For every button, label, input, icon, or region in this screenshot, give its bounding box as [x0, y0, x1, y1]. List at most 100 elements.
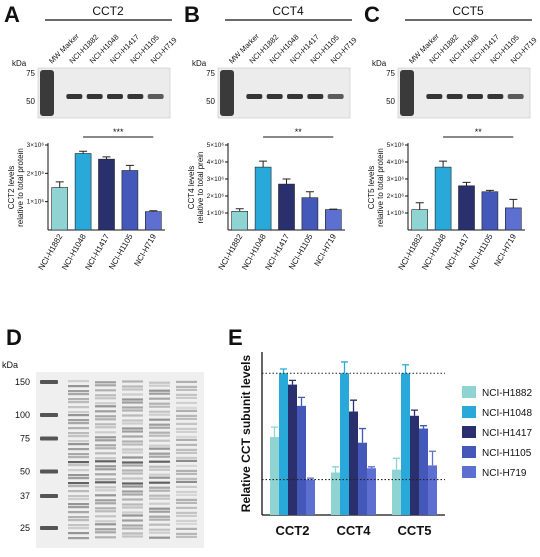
- gel-band: [95, 473, 116, 476]
- gel-band: [95, 536, 116, 539]
- y-tick-label: 1×10⁶: [387, 210, 405, 217]
- bar: [121, 170, 139, 231]
- error-bar: [235, 208, 244, 212]
- gel-band: [68, 532, 89, 535]
- gel-band: [95, 499, 116, 502]
- gel-band: [149, 397, 170, 400]
- panel-letter: D: [6, 325, 22, 350]
- gel-band: [122, 535, 143, 538]
- gel-band: [149, 489, 170, 492]
- error-bar: [429, 450, 436, 466]
- gel-band: [68, 464, 89, 467]
- gel-band: [122, 401, 143, 404]
- bar: [74, 153, 92, 231]
- legend-label: NCI-H1048: [482, 408, 532, 419]
- x-tick-label: NCI-H1105: [107, 232, 135, 271]
- ladder-band: [40, 526, 58, 530]
- bar: [411, 209, 429, 231]
- gel-band: [176, 464, 197, 467]
- gel-band: [95, 431, 116, 434]
- gel-band: [68, 519, 89, 522]
- blot-marker: 50: [206, 97, 215, 106]
- error-bar: [259, 160, 268, 168]
- error-bar: [125, 164, 134, 171]
- panel-letter: E: [228, 325, 243, 350]
- bar: [349, 411, 358, 515]
- gel-band: [149, 413, 170, 416]
- gel-band: [176, 527, 197, 530]
- y-tick-label: 3×10⁶: [27, 142, 45, 149]
- gel-band: [122, 498, 143, 501]
- gel-band: [95, 502, 116, 505]
- gel-band: [122, 456, 143, 459]
- panel-letter: A: [4, 2, 20, 27]
- gel-band: [149, 465, 170, 468]
- gel-band: [176, 380, 197, 383]
- legend-swatch: [462, 466, 476, 478]
- gel-marker: 25: [20, 523, 30, 533]
- gel-band: [122, 393, 143, 396]
- error-bar: [411, 409, 418, 416]
- error-bar: [307, 477, 314, 480]
- gel-band: [149, 423, 170, 426]
- gel-marker: 37: [20, 491, 30, 501]
- gel-band: [149, 528, 170, 531]
- protein-band: [127, 94, 144, 99]
- gel-band: [176, 469, 197, 472]
- gel-band: [68, 456, 89, 459]
- gel-band: [68, 490, 89, 493]
- blot-marker: 75: [206, 69, 215, 78]
- protein-band: [246, 94, 263, 99]
- gel-band: [149, 510, 170, 513]
- gel-band: [95, 436, 116, 439]
- gel-band: [149, 476, 170, 479]
- protein-band: [426, 94, 443, 99]
- gel-band: [68, 498, 89, 501]
- protein-band: [86, 94, 103, 99]
- gel-band: [149, 402, 170, 405]
- gel-band: [122, 422, 143, 425]
- ladder-band: [40, 469, 58, 474]
- gel-band: [149, 460, 170, 463]
- gel-band: [122, 419, 143, 422]
- marker-lane: [220, 70, 234, 116]
- gel-band: [176, 477, 197, 480]
- gel-band: [122, 414, 143, 417]
- error-bar: [332, 466, 339, 473]
- bar: [288, 384, 297, 515]
- bar: [270, 437, 279, 515]
- gel-band: [122, 472, 143, 475]
- blot-marker: 75: [386, 69, 395, 78]
- gel-band: [68, 461, 89, 464]
- gel-band: [149, 486, 170, 489]
- error-bar: [329, 208, 338, 210]
- gel-band: [68, 503, 89, 506]
- bar: [458, 185, 475, 231]
- gel-band: [95, 415, 116, 418]
- significance-label: **: [295, 127, 303, 137]
- gel-band: [149, 392, 170, 395]
- gel-band: [122, 514, 143, 517]
- y-axis-label: CCT5 levels: [367, 166, 376, 210]
- gel-band: [122, 385, 143, 388]
- legend-label: NCI-H1417: [482, 428, 532, 439]
- gel-band: [68, 495, 89, 498]
- gel-band: [68, 435, 89, 438]
- gel-band: [122, 485, 143, 488]
- gel-band: [95, 510, 116, 513]
- gel-band: [68, 469, 89, 472]
- gel-band: [122, 519, 143, 522]
- bar: [98, 158, 115, 231]
- error-bar: [485, 189, 494, 192]
- gel-band: [95, 384, 116, 387]
- gel-band: [68, 537, 89, 540]
- error-bar: [415, 202, 424, 210]
- error-bar: [282, 178, 291, 185]
- error-bar: [402, 364, 409, 374]
- gel-band: [176, 535, 197, 538]
- gel-band: [122, 493, 143, 496]
- gel-band: [68, 524, 89, 527]
- legend-label: NCI-H719: [482, 468, 527, 479]
- ladder-band: [40, 494, 58, 499]
- gel-band: [68, 516, 89, 519]
